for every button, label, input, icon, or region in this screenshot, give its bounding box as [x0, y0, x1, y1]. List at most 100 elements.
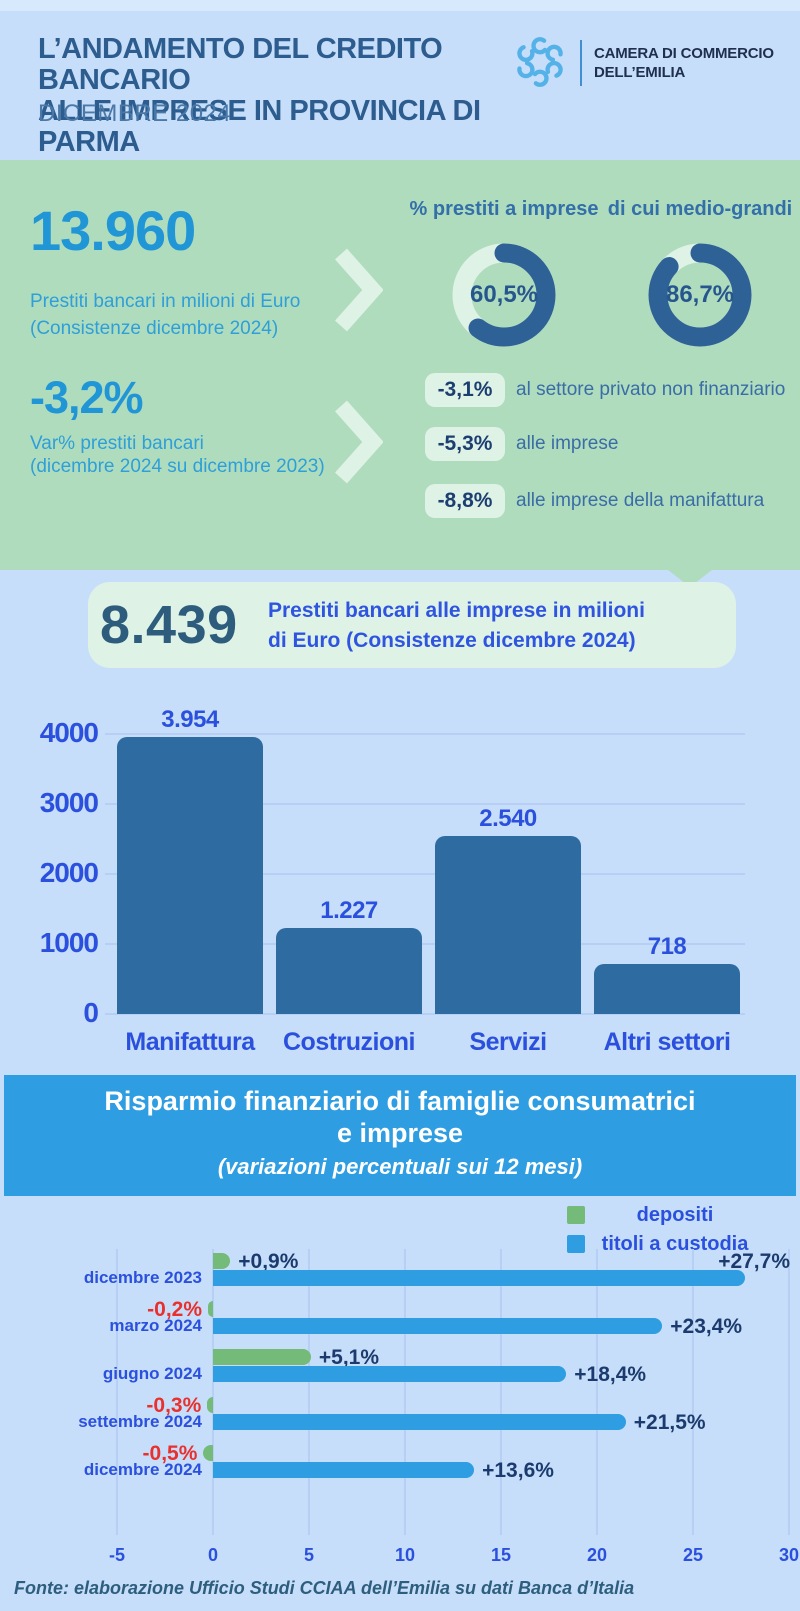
- depositi-value-label: +5,1%: [318, 1346, 380, 1369]
- titoli-bar: [213, 1318, 663, 1334]
- total-loans-caption-line2: (Consistenze dicembre 2024): [30, 318, 279, 339]
- depositi-value-label: -0,3%: [146, 1394, 202, 1417]
- titoli-bar: [213, 1366, 567, 1382]
- titoli-bar: [213, 1414, 626, 1430]
- titoli-value-label: +13,6%: [482, 1459, 554, 1482]
- gridline-x-5: [116, 1249, 118, 1535]
- savings-banner-title-line2: e imprese: [336, 1118, 464, 1148]
- donut-loans-to-firms-value: 60,5%: [469, 281, 539, 308]
- total-loans-caption: Prestiti bancari in milioni di Euro (Con…: [30, 288, 300, 342]
- titoli-value-label: +18,4%: [574, 1363, 647, 1386]
- top-strip: [0, 0, 800, 11]
- legend-swatch-depositi: [567, 1206, 585, 1224]
- firm-loans-value: 8.439: [100, 595, 238, 655]
- page-title-line2: ALLE IMPRESE IN PROVINCIA DI PARMA: [38, 95, 481, 158]
- loans-variation-caption-line1: Var% prestiti bancari: [30, 433, 204, 454]
- badge-manufacturing-label: alle imprese della manifattura: [516, 490, 765, 511]
- logo-divider: [580, 40, 582, 86]
- y-axis-tick-4000: 4000: [39, 717, 99, 748]
- x-category-label: Manifattura: [125, 1028, 255, 1056]
- badge-private-sector: -3,1%: [425, 373, 505, 407]
- loans-variation-caption: Var% prestiti bancari (dicembre 2024 su …: [30, 432, 325, 478]
- x-axis-tick-20: 20: [586, 1545, 608, 1565]
- savings-banner: [4, 1075, 796, 1196]
- chamber-name-line1: CAMERA DI COMMERCIO: [594, 45, 774, 62]
- bar-value-label: 1.227: [320, 897, 378, 925]
- row-label: dicembre 2024: [83, 1460, 202, 1479]
- row-label: settembre 2024: [78, 1412, 202, 1431]
- donut-loans-to-firms-label: % prestiti a imprese: [409, 198, 599, 220]
- depositi-value-label: +0,9%: [238, 1250, 299, 1273]
- bar-costruzioni: [276, 928, 422, 1014]
- gridline-x0: [212, 1249, 214, 1535]
- chamber-logo-text: CAMERA DI COMMERCIO DELL’EMILIA: [594, 44, 774, 82]
- savings-banner-subtitle: (variazioni percentuali sui 12 mesi): [217, 1154, 583, 1179]
- chevron-right-icon: [333, 400, 384, 489]
- depositi-bar: [213, 1253, 231, 1269]
- firm-loans-caption: Prestiti bancari alle imprese in milioni…: [268, 596, 645, 656]
- row-label: marzo 2024: [109, 1316, 202, 1335]
- x-axis-tick-30: 30: [778, 1545, 800, 1565]
- firm-loans-caption-line2: di Euro (Consistenze dicembre 2024): [268, 629, 636, 652]
- loans-variation-value: -3,2%: [30, 372, 144, 423]
- depositi-bar: [203, 1445, 213, 1461]
- donut-medium-large-label: di cui medio-grandi: [607, 198, 793, 220]
- total-loans-value: 13.960: [30, 199, 196, 262]
- chamber-name-line2: DELL’EMILIA: [594, 64, 686, 81]
- gridline-y4000: [105, 733, 745, 735]
- total-loans-caption-line1: Prestiti bancari in milioni di Euro: [30, 291, 301, 312]
- y-axis-tick-2000: 2000: [39, 857, 99, 888]
- legend-swatch-titoli: [567, 1235, 585, 1253]
- x-axis-tick-10: 10: [394, 1545, 416, 1565]
- titoli-value-label: +23,4%: [670, 1315, 743, 1338]
- depositi-value-label: -0,2%: [147, 1298, 202, 1321]
- gridline-y1000: [105, 943, 745, 945]
- x-axis-tick-0: 0: [207, 1545, 218, 1565]
- loans-variation-caption-line2: (dicembre 2024 su dicembre 2023): [30, 456, 325, 477]
- badge-firms: -5,3%: [425, 427, 505, 461]
- x-category-label: Costruzioni: [283, 1028, 416, 1056]
- legend-label-depositi: depositi: [636, 1204, 714, 1226]
- stats-band: [0, 160, 800, 570]
- page-title-line1: L’ANDAMENTO DEL CREDITO BANCARIO: [38, 33, 443, 96]
- firm-loans-caption-line1: Prestiti bancari alle imprese in milioni: [268, 599, 645, 622]
- x-axis-tick-5: 5: [303, 1545, 314, 1565]
- depositi-bar: [207, 1397, 213, 1413]
- source-note: Fonte: elaborazione Ufficio Studi CCIAA …: [14, 1578, 635, 1598]
- firm-loans-card: [88, 582, 736, 668]
- x-category-label: Servizi: [469, 1028, 547, 1056]
- titoli-bar: [213, 1270, 745, 1286]
- donut-medium-large-chart: [648, 243, 752, 352]
- chevron-right-icon: [333, 248, 384, 337]
- page-subtitle: DICEMBRE 2024: [38, 100, 232, 127]
- y-axis-tick-1000: 1000: [39, 927, 99, 958]
- badge-manufacturing: -8,8%: [425, 484, 505, 518]
- bar-value-label: 718: [647, 932, 687, 960]
- bar-servizi: [435, 836, 581, 1014]
- gridline-x30: [788, 1249, 790, 1535]
- gridline-x20: [596, 1249, 598, 1535]
- gridline-y3000: [105, 803, 745, 805]
- gridline-x10: [404, 1249, 406, 1535]
- gridline-y2000: [105, 873, 745, 875]
- chamber-logo-icon: [514, 36, 566, 93]
- x-category-label: Altri settori: [603, 1028, 731, 1056]
- depositi-value-label: -0,5%: [142, 1442, 198, 1465]
- depositi-bar: [208, 1301, 213, 1317]
- titoli-bar: [213, 1462, 475, 1478]
- y-axis-tick-0: 0: [83, 997, 99, 1028]
- gridline-x15: [500, 1249, 502, 1535]
- row-label: dicembre 2023: [83, 1268, 202, 1287]
- bar-manifattura: [117, 737, 263, 1014]
- x-axis-tick-15: 15: [490, 1545, 512, 1565]
- savings-banner-title-line1: Risparmio finanziario di famiglie consum…: [104, 1086, 696, 1116]
- badge-firms-label: alle imprese: [516, 433, 619, 454]
- gridline-y0: [105, 1013, 745, 1015]
- y-axis-tick-3000: 3000: [39, 787, 99, 818]
- titoli-value-label: +21,5%: [633, 1411, 706, 1434]
- badge-private-sector-label: al settore privato non finanziario: [516, 379, 786, 400]
- bar-value-label: 2.540: [479, 805, 537, 833]
- page-title: L’ANDAMENTO DEL CREDITO BANCARIO ALLE IM…: [38, 34, 518, 158]
- legend-label-titoli: titoli a custodia: [601, 1233, 749, 1255]
